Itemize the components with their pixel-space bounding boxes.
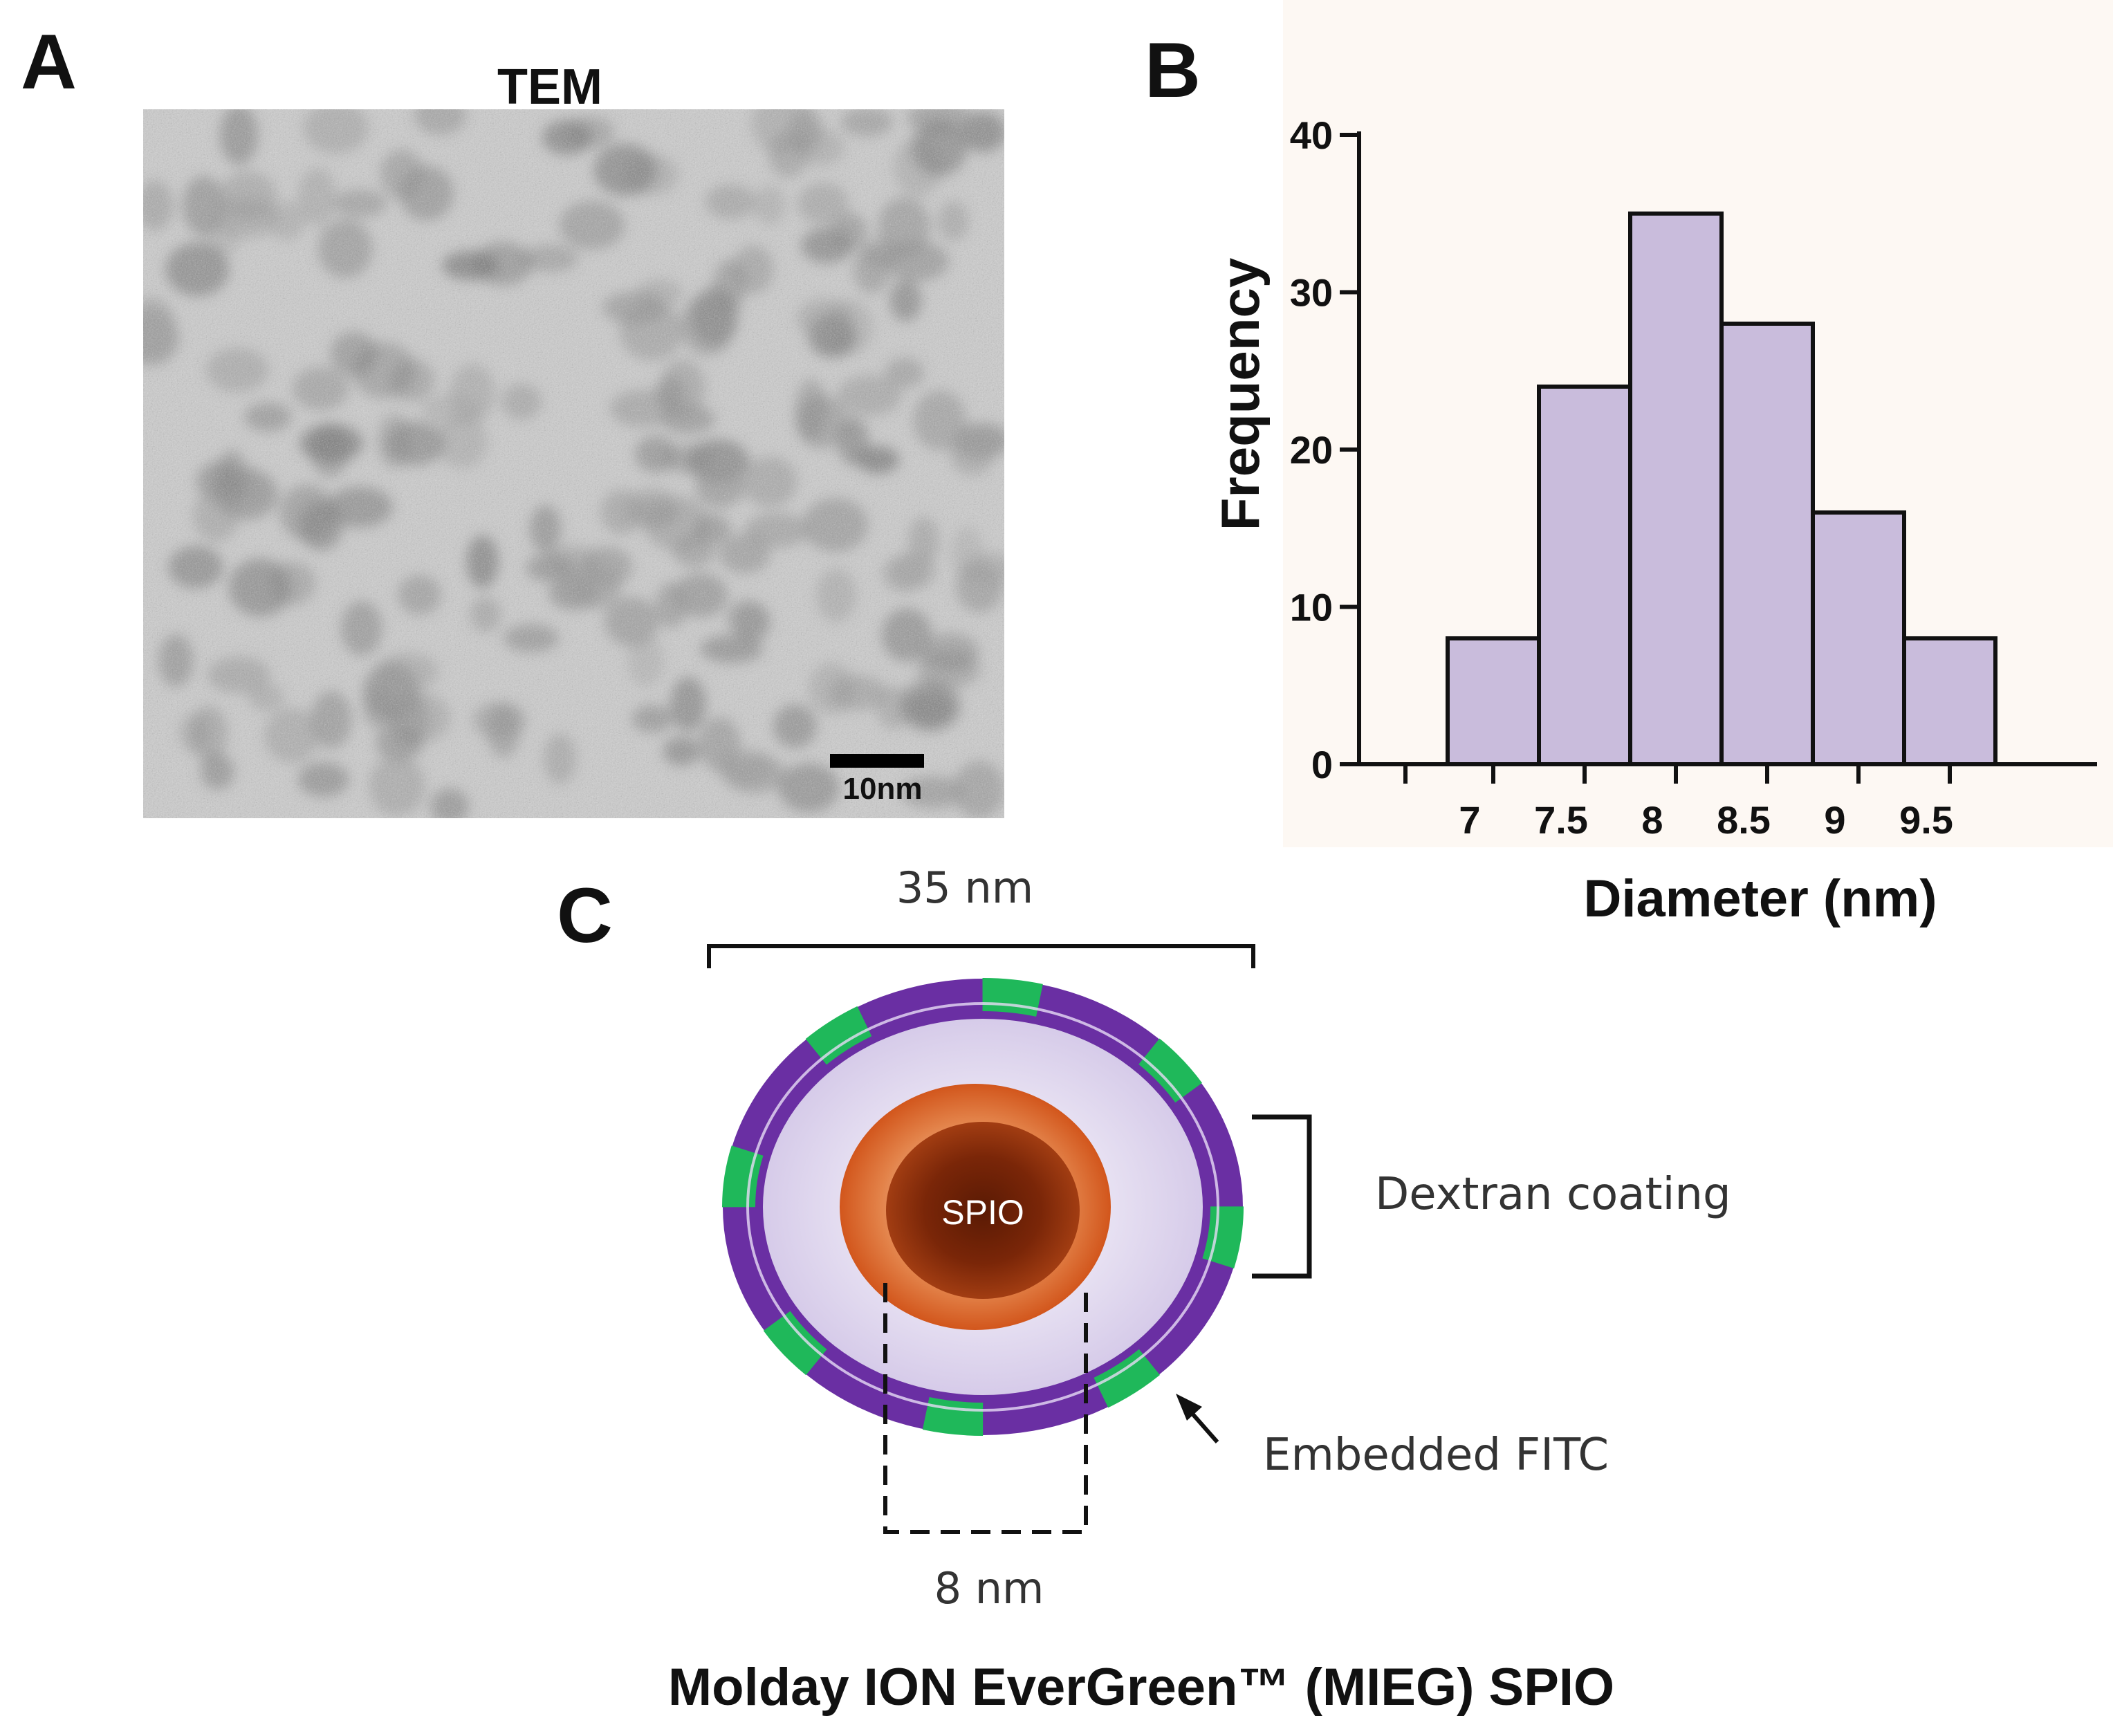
fitc-segments xyxy=(722,978,1244,1436)
y-tick-label: 30 xyxy=(1290,271,1333,315)
particle: SPIO xyxy=(722,978,1244,1436)
bar-7 xyxy=(1446,636,1541,766)
y-tick-label: 0 xyxy=(1311,743,1333,786)
tem-image xyxy=(143,109,1004,818)
outer-diameter-bracket xyxy=(707,944,1255,968)
y-axis-label: Frequency xyxy=(1210,258,1271,530)
panel-a: A TEM 10nm xyxy=(21,19,1004,818)
bar-8 xyxy=(1628,211,1724,766)
y-tick-label: 20 xyxy=(1290,428,1333,472)
spio-label: SPIO xyxy=(941,1193,1024,1232)
panel-c-letter: C xyxy=(557,872,613,959)
spio-core xyxy=(886,1122,1080,1299)
panel-b-letter: B xyxy=(1145,27,1201,113)
panel-c: C 35 nm SPIO Dextran coating Embedded FI… xyxy=(557,862,1731,1717)
tem-title: TEM xyxy=(497,59,602,115)
dextran-bracket xyxy=(1252,1114,1312,1279)
panel-a-letter: A xyxy=(21,19,77,105)
x-tick-label-7.5: 7.5 xyxy=(1534,798,1588,842)
core-diameter-label: 8 nm xyxy=(934,1563,1044,1614)
x-tick-label-8: 8 xyxy=(1641,798,1663,842)
core-diameter-bracket xyxy=(883,1283,1088,1534)
bar-9.5 xyxy=(1902,636,1997,766)
scale-bar-line xyxy=(830,754,924,768)
scale-bar: 10nm xyxy=(830,754,924,806)
x-tick-label-9.5: 9.5 xyxy=(1899,798,1953,842)
x-tick-label-9: 9 xyxy=(1824,798,1845,842)
fitc-arrow xyxy=(1176,1394,1219,1443)
shell-highlight xyxy=(746,1002,1219,1412)
dextran-label: Dextran coating xyxy=(1375,1169,1731,1220)
x-tick-label-8.5: 8.5 xyxy=(1717,798,1771,842)
x-axis-label: Diameter (nm) xyxy=(1584,869,1937,928)
outer-diameter-label: 35 nm xyxy=(896,862,1033,913)
bar-8.5 xyxy=(1719,322,1815,766)
x-tick-label-7: 7 xyxy=(1459,798,1480,842)
scale-bar-label: 10nm xyxy=(843,772,923,806)
panel-b: B 0 10 20 30 40 7 7.5 8 8.5 9 9.5 Frequency Diame… xyxy=(1145,0,2113,928)
fitc-arrow-head xyxy=(1176,1394,1202,1421)
y-tick-label: 40 xyxy=(1290,113,1333,157)
fitc-segment xyxy=(722,978,1244,1436)
histogram: 0 10 20 30 40 7 7.5 8 8.5 9 9.5 Frequency Diamete… xyxy=(1210,113,2097,928)
bar-7.5 xyxy=(1537,385,1632,766)
bar-9 xyxy=(1811,510,1906,766)
figure-caption: Molday ION EverGreen™ (MIEG) SPIO xyxy=(668,1658,1614,1717)
fitc-label: Embedded FITC xyxy=(1263,1430,1609,1481)
y-tick-label: 10 xyxy=(1290,586,1333,629)
